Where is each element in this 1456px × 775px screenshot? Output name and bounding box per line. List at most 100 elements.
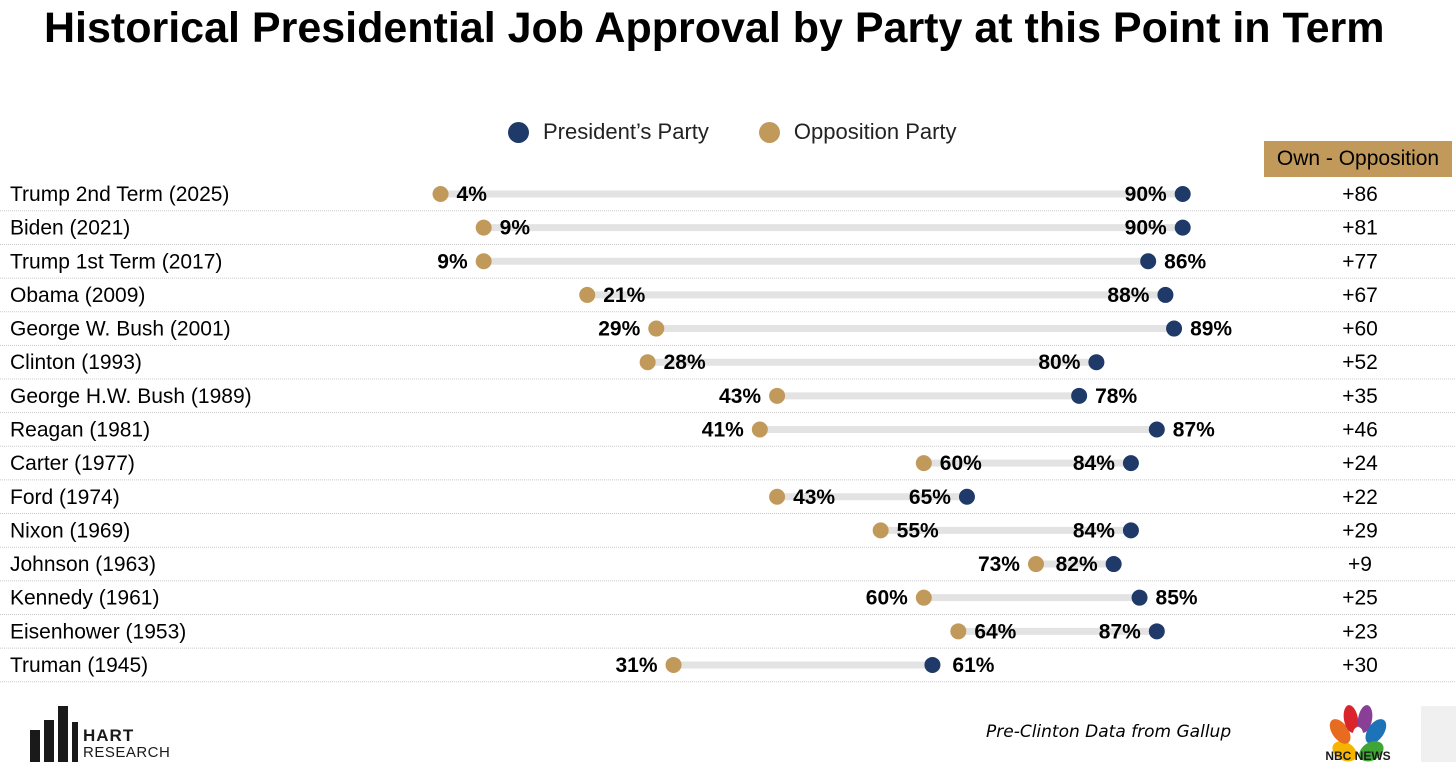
opposition-point: [915, 455, 932, 472]
difference-value: +81: [1342, 217, 1378, 240]
opposition-value-label: 43%: [719, 385, 761, 408]
president-point: [1166, 320, 1183, 337]
president-point: [1148, 421, 1165, 438]
opposition-point: [1027, 556, 1044, 573]
opposition-point: [579, 286, 596, 303]
research-logo-text: RESEARCH: [83, 744, 171, 761]
chart-row: Obama (2009) 88% 21% +67: [0, 284, 1456, 313]
president-point: [1148, 623, 1165, 640]
opposition-point: [769, 488, 786, 505]
difference-value: +67: [1342, 284, 1378, 307]
president-value-label: 80%: [1038, 351, 1080, 374]
president-point: [1071, 387, 1088, 404]
row-label: George H.W. Bush (1989): [10, 385, 252, 408]
president-value-label: 65%: [909, 486, 951, 509]
opposition-value-label: 55%: [897, 519, 939, 542]
president-value-label: 88%: [1107, 284, 1149, 307]
difference-value: +24: [1342, 452, 1378, 475]
chart-row: Biden (2021) 90% 9% +81: [0, 217, 1456, 245]
opposition-point: [432, 186, 449, 202]
chart-row: Johnson (1963) 82% 73% +9: [0, 553, 1456, 582]
opposition-point: [769, 387, 786, 404]
president-point: [1157, 286, 1174, 303]
president-point: [1131, 589, 1148, 606]
opposition-point: [950, 623, 967, 640]
row-label: Eisenhower (1953): [10, 620, 186, 643]
difference-value: +25: [1342, 587, 1378, 610]
opposition-point: [915, 589, 932, 606]
president-point: [1140, 253, 1157, 270]
nbc-news-logo: NBC NEWS: [1325, 705, 1391, 762]
opposition-point: [872, 522, 889, 539]
opposition-value-label: 41%: [702, 418, 744, 441]
difference-value: +46: [1342, 418, 1378, 441]
difference-value: +22: [1342, 486, 1378, 509]
difference-value: +9: [1348, 553, 1372, 576]
president-value-label: 86%: [1164, 250, 1206, 273]
chart-row: Reagan (1981) 87% 41% +46: [0, 418, 1456, 447]
row-label: Ford (1974): [10, 486, 120, 509]
chart-row: Clinton (1993) 80% 28% +52: [0, 351, 1456, 380]
row-label: Biden (2021): [10, 217, 130, 240]
row-label: George W. Bush (2001): [10, 318, 231, 341]
opposition-value-label: 28%: [664, 351, 706, 374]
hart-research-logo: [30, 706, 78, 762]
difference-value: +23: [1342, 620, 1378, 643]
opposition-value-label: 60%: [940, 452, 982, 475]
opposition-value-label: 9%: [500, 217, 531, 240]
chart-row: Trump 1st Term (2017) 86% 9% +77: [0, 250, 1456, 279]
president-point: [1105, 556, 1122, 573]
difference-column-header: Own - Opposition: [1264, 141, 1452, 177]
legend-dot-president: [508, 121, 529, 143]
opposition-value-label: 60%: [866, 587, 908, 610]
president-point: [958, 488, 975, 505]
row-label: Trump 1st Term (2017): [10, 250, 222, 273]
president-value-label: 82%: [1056, 553, 1098, 576]
dumbbell-chart: Trump 2nd Term (2025) 90% 4% +86 Biden (2021…: [0, 183, 1456, 683]
president-value-label: 90%: [1125, 217, 1167, 240]
opposition-value-label: 9%: [437, 250, 468, 273]
opposition-point: [665, 656, 682, 673]
legend-item-opposition: Opposition Party: [758, 119, 957, 145]
difference-value: +52: [1342, 351, 1378, 374]
legend-label-opposition: Opposition Party: [793, 119, 957, 144]
corner-decoration: [1421, 706, 1456, 762]
chart-row: Eisenhower (1953) 87% 64% +23: [0, 620, 1456, 649]
chart-row: Truman (1945) 61% 31% +30: [0, 654, 1456, 683]
legend: President’s Party Opposition Party: [508, 116, 1007, 148]
difference-value: +86: [1342, 183, 1378, 206]
legend-dot-opposition: [758, 121, 780, 143]
row-label: Kennedy (1961): [10, 587, 159, 610]
nbc-news-text: NBC NEWS: [1325, 749, 1390, 762]
president-value-label: 89%: [1190, 318, 1232, 341]
difference-value: +29: [1342, 519, 1378, 542]
legend-label-president: President’s Party: [543, 119, 709, 144]
row-label: Trump 2nd Term (2025): [10, 183, 229, 206]
president-value-label: 61%: [952, 654, 994, 677]
opposition-value-label: 29%: [598, 318, 640, 341]
row-label: Obama (2009): [10, 284, 145, 307]
row-label: Carter (1977): [10, 452, 135, 475]
president-value-label: 85%: [1156, 587, 1198, 610]
president-point: [1122, 455, 1139, 472]
president-point: [1174, 219, 1191, 236]
opposition-value-label: 31%: [615, 654, 657, 677]
president-value-label: 78%: [1095, 385, 1137, 408]
legend-item-president: President’s Party: [508, 119, 709, 145]
opposition-point: [475, 219, 492, 236]
chart-row: Trump 2nd Term (2025) 90% 4% +86: [0, 183, 1456, 212]
chart-row: Carter (1977) 84% 60% +24: [0, 452, 1456, 481]
row-label: Reagan (1981): [10, 418, 150, 441]
president-point: [1174, 186, 1191, 202]
hart-logo-text: HART: [83, 726, 135, 745]
opposition-point: [751, 421, 768, 438]
president-value-label: 87%: [1099, 620, 1141, 643]
opposition-point: [648, 320, 665, 337]
opposition-value-label: 4%: [457, 183, 488, 206]
difference-value: +60: [1342, 318, 1378, 341]
row-label: Truman (1945): [10, 654, 148, 677]
row-label: Clinton (1993): [10, 351, 142, 374]
opposition-point: [475, 253, 492, 270]
chart-row: George W. Bush (2001) 89% 29% +60: [0, 318, 1456, 346]
opposition-value-label: 73%: [978, 553, 1020, 576]
